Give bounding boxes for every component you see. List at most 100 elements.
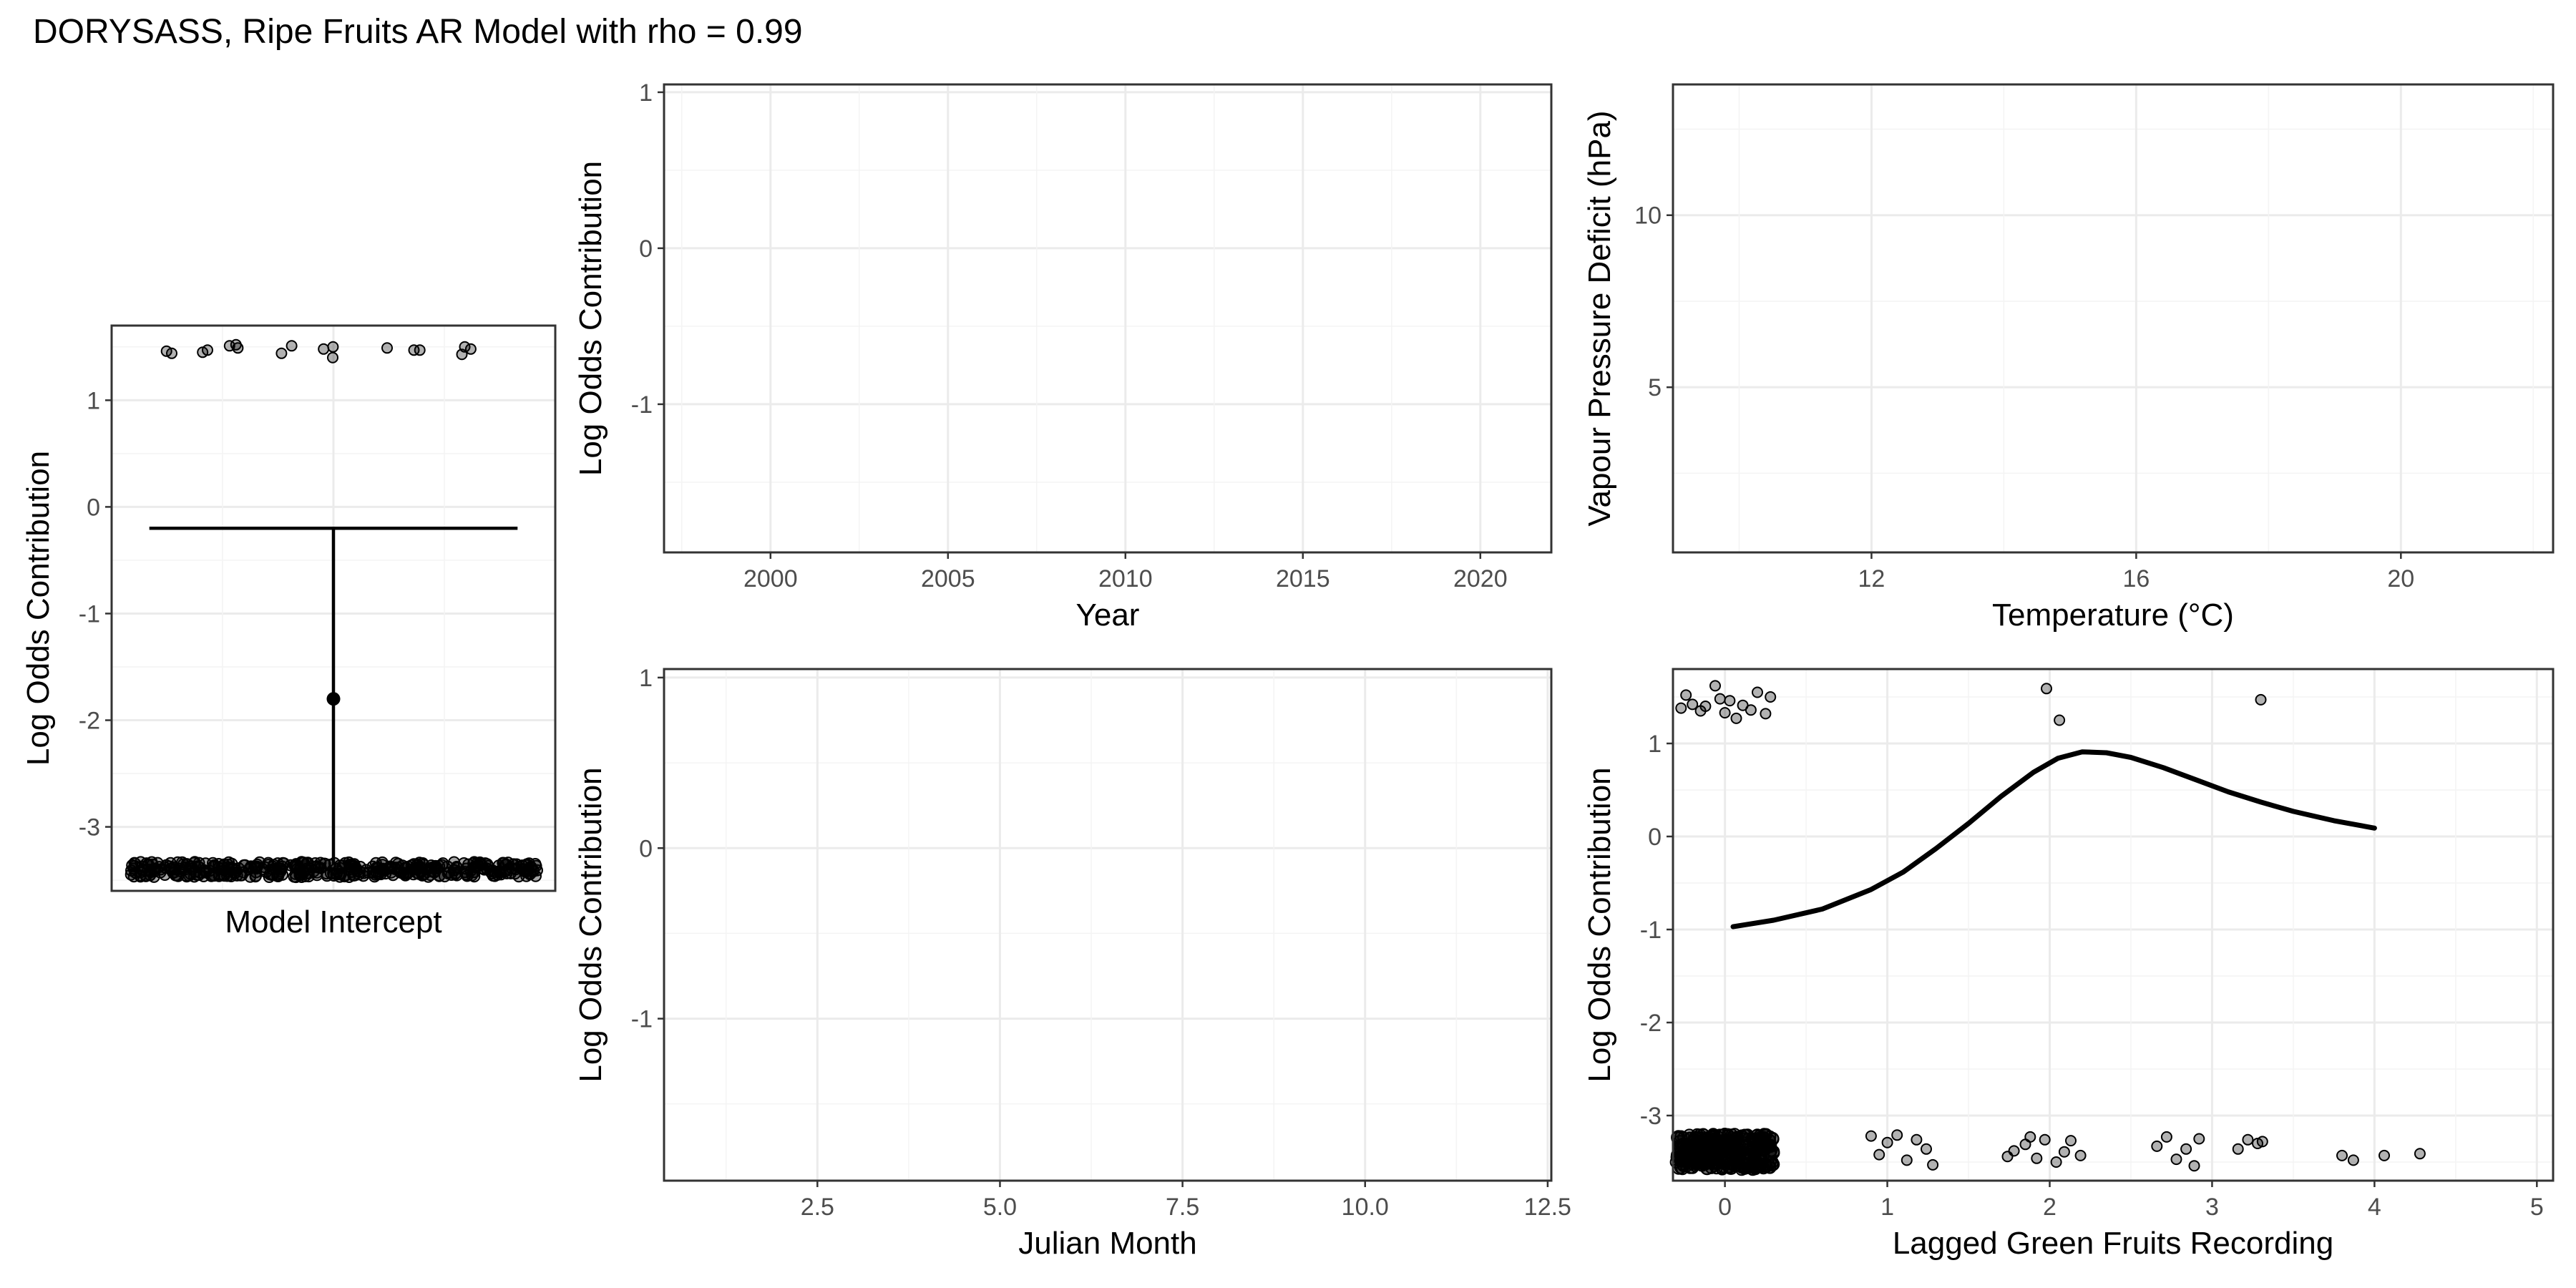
y-tick-label: 0: [639, 835, 653, 862]
data-point: [1873, 1148, 1885, 1161]
data-point: [2242, 1133, 2254, 1146]
jitter-point: [262, 857, 275, 869]
panel-background: [1673, 669, 2553, 1181]
panel-intercept: 1 0 -1 -2 -3 Model Intercept Log Odds Contribu…: [21, 324, 557, 940]
jitter-point: [1745, 1150, 1758, 1163]
y-tick-label: 5: [1648, 374, 1662, 401]
data-point: [2232, 1143, 2244, 1155]
x-axis-title: Temperature (°C): [1992, 597, 2234, 633]
panel-border: [110, 324, 557, 892]
panel-lagged: 1 0 -1 -2 -3 0 1 2 3 4 5 Lagged Green Fruits Record…: [1582, 668, 2555, 1261]
data-point: [2256, 1136, 2268, 1148]
data-point: [2008, 1145, 2020, 1157]
panel-background: [664, 84, 1551, 552]
x-tick-label: 2000: [743, 565, 798, 592]
jitter-point: [1734, 1159, 1747, 1173]
jitter-point: [329, 862, 342, 875]
data-point: [2347, 1154, 2359, 1166]
jitter-point: [1695, 1138, 1709, 1151]
jitter-point: [188, 870, 200, 883]
data-point: [1921, 1143, 1932, 1155]
data-point: [464, 343, 477, 355]
panel-border: [663, 83, 1553, 554]
x-axis-title: Year: [1076, 597, 1140, 633]
data-point: [1687, 698, 1699, 711]
data-point: [286, 340, 298, 352]
x-tick-label: 2015: [1276, 565, 1330, 592]
data-point: [2255, 693, 2267, 706]
jitter-point: [276, 857, 289, 869]
jitter-point: [480, 862, 493, 875]
data-point: [1927, 1158, 1939, 1171]
y-tick-label: 1: [87, 387, 100, 414]
x-tick-label: 2020: [1453, 565, 1508, 592]
x-tick-label: 2005: [921, 565, 975, 592]
y-tick-label: -1: [1640, 917, 1662, 944]
data-point: [1699, 701, 1712, 712]
jitter-point: [1767, 1146, 1780, 1160]
jitter-point: [338, 870, 351, 883]
y-tick-label: 0: [639, 235, 653, 263]
data-point: [381, 342, 393, 354]
data-point: [2180, 1143, 2192, 1155]
data-point: [2054, 714, 2066, 726]
panel-julian: 1 0 -1 2.5 5.0 7.5 10.0 12.5 Julian Month Log Odd…: [573, 665, 1571, 1261]
jitter-point: [1754, 1148, 1767, 1162]
jitter-point: [1706, 1152, 1719, 1166]
jitter-point: [1725, 1136, 1739, 1150]
data-point: [318, 343, 330, 355]
y-tick-label: -1: [631, 391, 653, 419]
x-tick-label: 10.0: [1342, 1194, 1389, 1221]
data-point: [197, 346, 209, 358]
data-point: [1911, 1133, 1923, 1146]
x-tick-label: 2010: [1098, 565, 1153, 592]
data-point: [2041, 683, 2052, 695]
data-point: [2160, 1131, 2172, 1143]
x-tick-label: 0: [1718, 1194, 1732, 1221]
jitter-band: [125, 856, 543, 884]
x-tick-label: 5: [2530, 1194, 2544, 1221]
jitter-point: [505, 862, 518, 875]
data-point: [1724, 695, 1736, 707]
data-point: [327, 351, 338, 364]
data-point: [1765, 691, 1777, 703]
data-point: [2193, 1133, 2205, 1145]
jitter-point: [125, 864, 137, 877]
x-axis-title: Lagged Green Fruits Recording: [1893, 1226, 2333, 1261]
jitter-point: [208, 859, 220, 872]
jitter-point: [402, 860, 415, 873]
data-point: [166, 347, 177, 359]
jitter-point: [450, 861, 463, 873]
data-point: [2151, 1140, 2163, 1152]
data-point: [1730, 712, 1742, 724]
grid-lines: [664, 84, 1551, 552]
y-axis-title: Log Odds Contribution: [21, 451, 56, 766]
data-point: [1745, 704, 1757, 716]
jitter-point: [366, 860, 379, 873]
jitter-point: [148, 865, 161, 878]
x-axis-title: Model Intercept: [225, 904, 441, 940]
data-point: [2039, 1133, 2051, 1146]
data-point: [2379, 1149, 2390, 1161]
jitter-band: [1669, 1128, 1780, 1176]
grid-lines: [1673, 669, 2553, 1181]
panel-year: 1 0 -1 2000 2005 2010 2015 2020 Year Log Odds Con…: [573, 79, 1553, 633]
jitter-point: [125, 868, 137, 881]
x-tick-label: 7.5: [1166, 1194, 1199, 1221]
smooth-curve: [1730, 749, 2377, 930]
panel-temperature: 10 5 12 16 20 Temperature (°C) Vapour Pressure…: [1582, 83, 2555, 633]
data-point: [2050, 1156, 2062, 1168]
jitter-point: [197, 870, 210, 882]
y-tick-label: 0: [1648, 824, 1662, 851]
data-point: [1680, 689, 1692, 701]
jitter-point: [302, 867, 315, 879]
jitter-point: [173, 864, 186, 877]
data-point: [2188, 1160, 2200, 1172]
jitter-point: [1671, 1131, 1684, 1145]
jitter-point: [411, 867, 424, 880]
jitter-point: [346, 859, 358, 872]
jitter-point: [291, 859, 303, 872]
x-tick-label: 2: [2043, 1194, 2057, 1221]
